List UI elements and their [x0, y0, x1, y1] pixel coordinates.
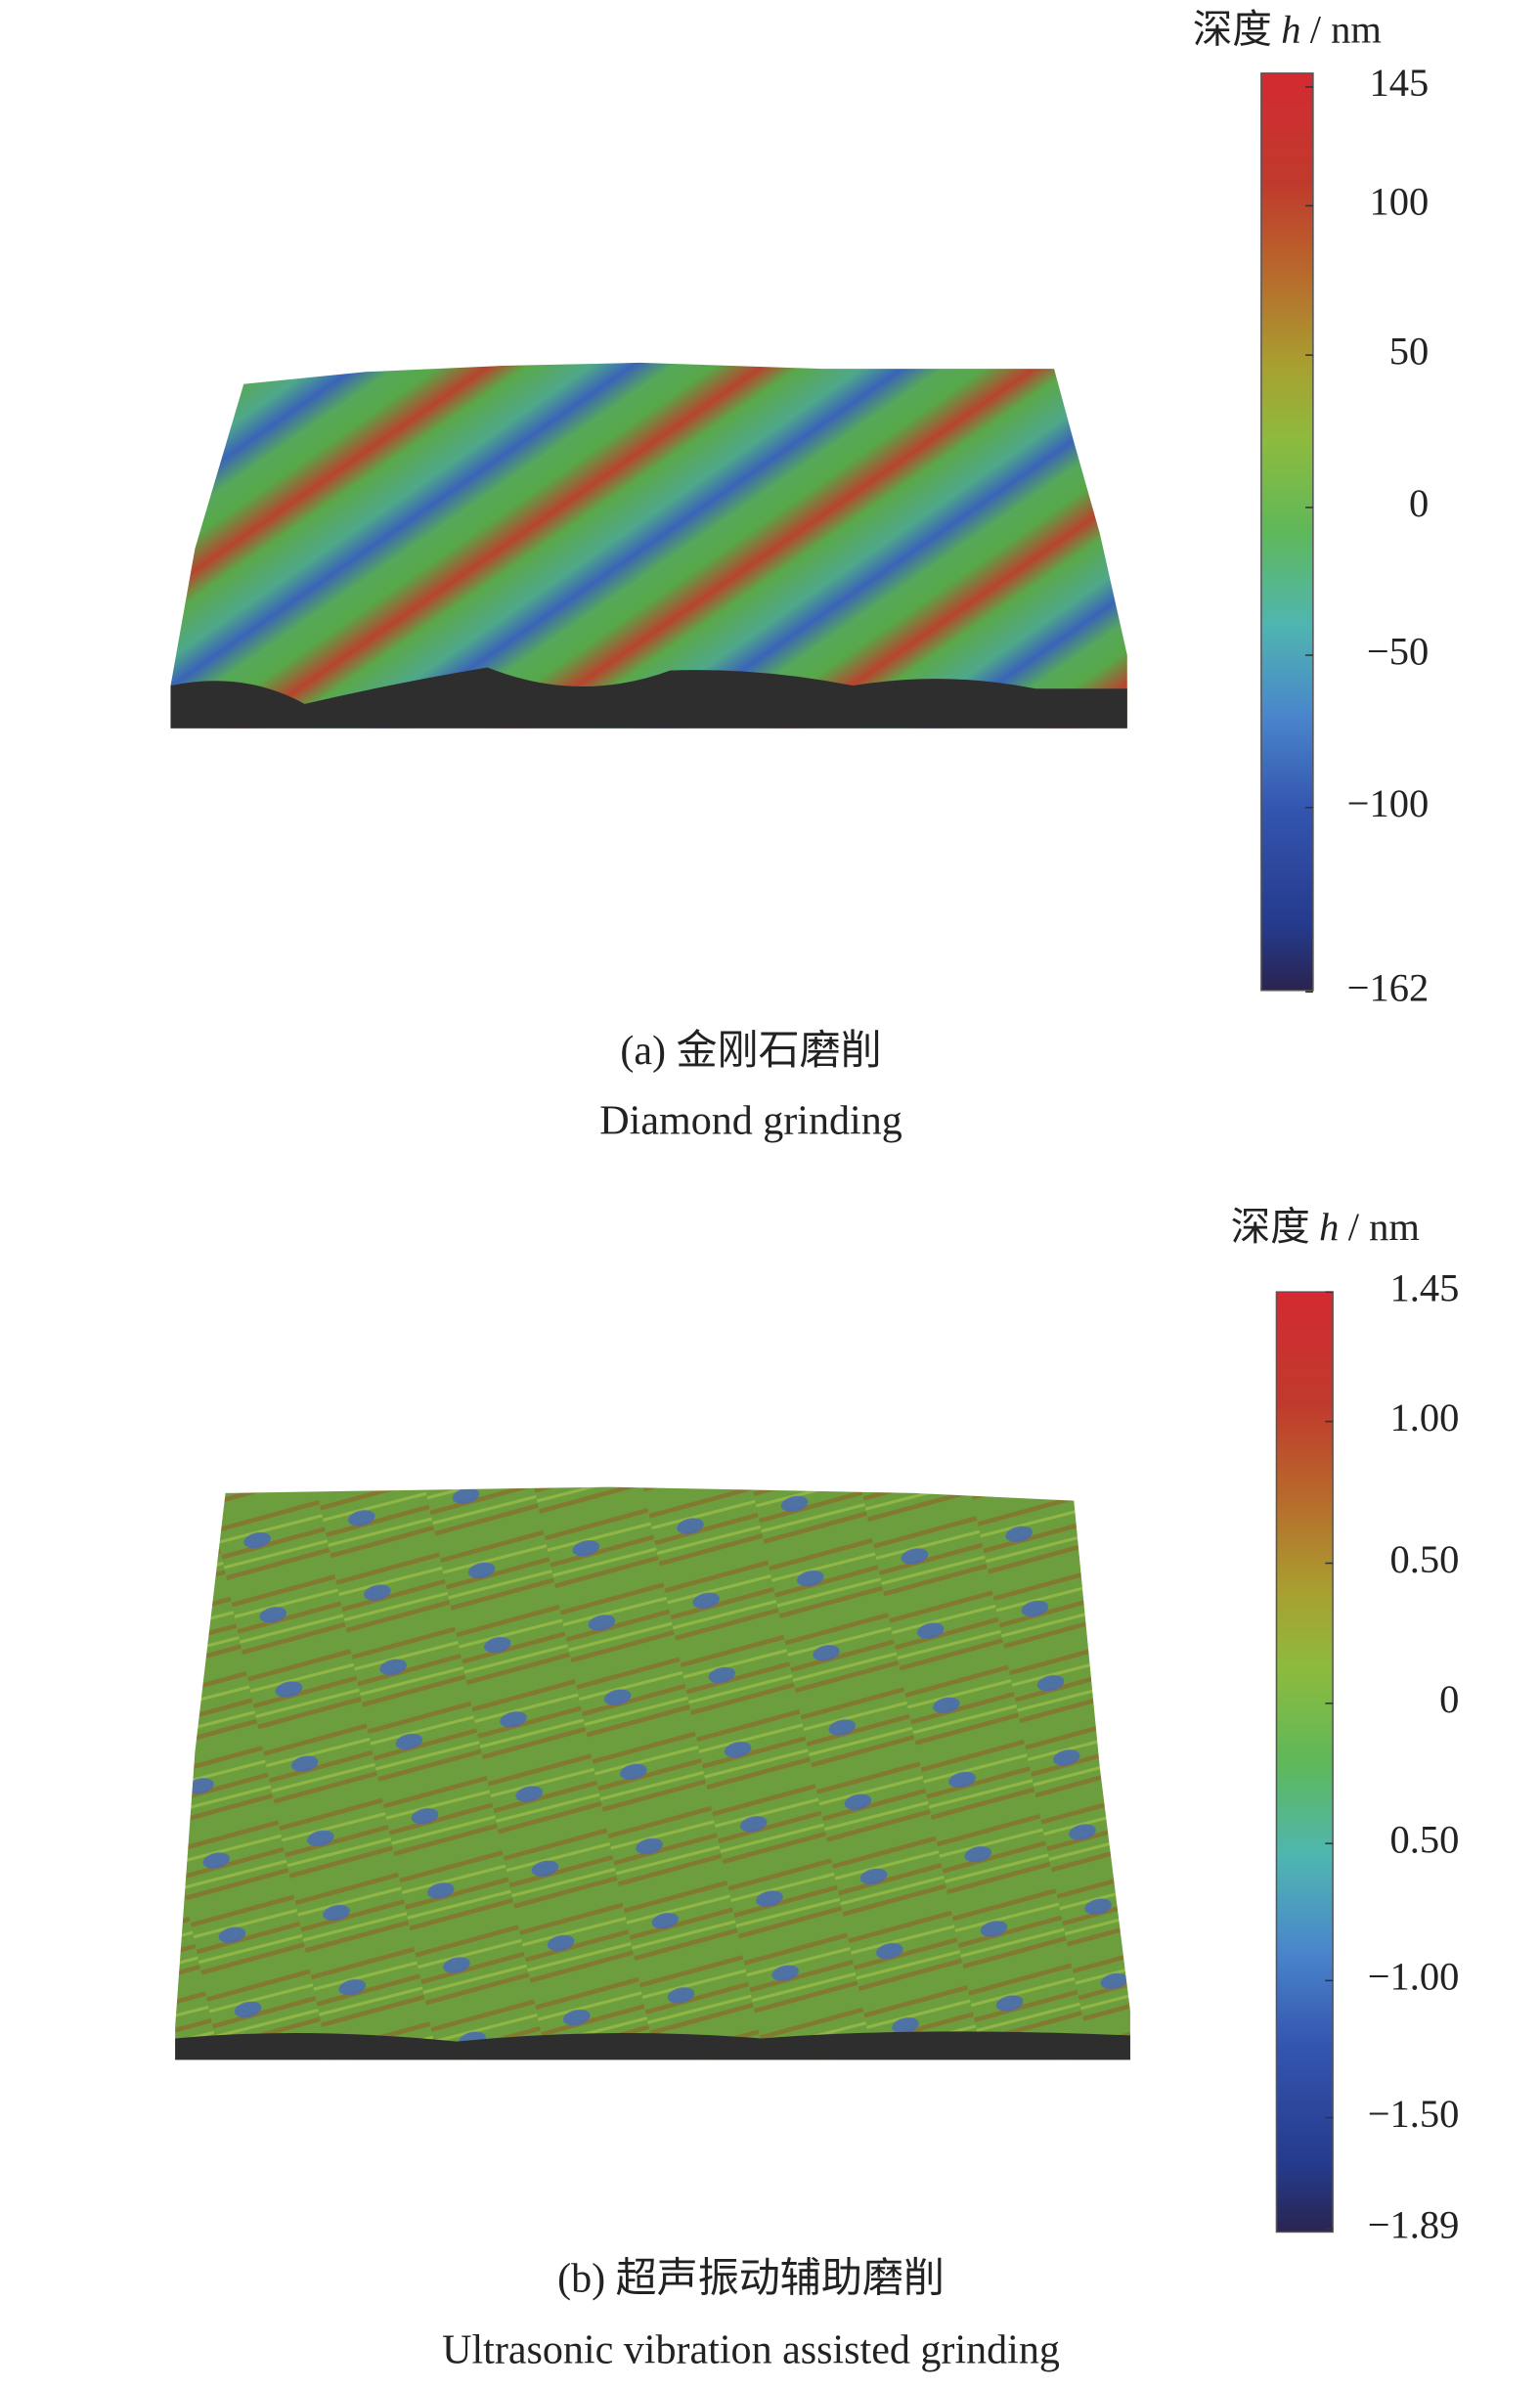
- colorbar-label: 深度 h / nm: [1231, 1205, 1420, 1249]
- surface-b: [175, 1486, 1130, 2060]
- colorbar-label-unit: / nm: [1348, 1205, 1420, 1249]
- colorbar-label: 深度 h / nm: [1193, 8, 1382, 52]
- colorbar-tick-label: 0: [1439, 1677, 1459, 1721]
- colorbar: [1260, 72, 1314, 992]
- colorbar-tick-label: 1.00: [1390, 1395, 1460, 1439]
- colorbar-tick-label: 100: [1370, 180, 1430, 224]
- colorbar-label-symbol: h: [1319, 1205, 1339, 1249]
- colorbar-tick-label: −1.50: [1368, 2092, 1460, 2136]
- colorbar-label-name: 深度: [1231, 1205, 1310, 1249]
- caption: Ultrasonic vibration assisted grinding: [442, 2328, 1060, 2373]
- colorbar-tick-label: 50: [1389, 329, 1430, 373]
- caption: Diamond grinding: [599, 1098, 902, 1143]
- colorbar-tick-label: 0.50: [1390, 1537, 1460, 1581]
- colorbar-tick-label: −162: [1347, 966, 1430, 1010]
- surface-a-base: [170, 667, 1127, 729]
- colorbar-label-unit: / nm: [1310, 8, 1382, 52]
- colorbar-tick-label: −1.00: [1368, 1955, 1460, 1999]
- colorbar-tick-label: 0.50: [1390, 1817, 1460, 1861]
- caption: (a) 金刚石磨削: [620, 1028, 881, 1074]
- colorbar-label-name: 深度: [1193, 8, 1272, 52]
- colorbar: [1275, 1291, 1334, 2234]
- colorbar-tick-label: 145: [1370, 61, 1430, 105]
- colorbar-tick-label: −1.89: [1368, 2203, 1460, 2247]
- colorbar-tick-label: 1.45: [1390, 1266, 1460, 1310]
- colorbar-tick-label: −50: [1367, 629, 1429, 673]
- colorbar-tick-label: 0: [1409, 481, 1429, 525]
- surface-a: [170, 362, 1127, 729]
- colorbar-tick-label: −100: [1347, 781, 1430, 825]
- surface-b-base: [175, 2031, 1130, 2060]
- caption: (b) 超声振动辅助磨削: [557, 2256, 945, 2301]
- colorbar-label-symbol: h: [1281, 8, 1300, 52]
